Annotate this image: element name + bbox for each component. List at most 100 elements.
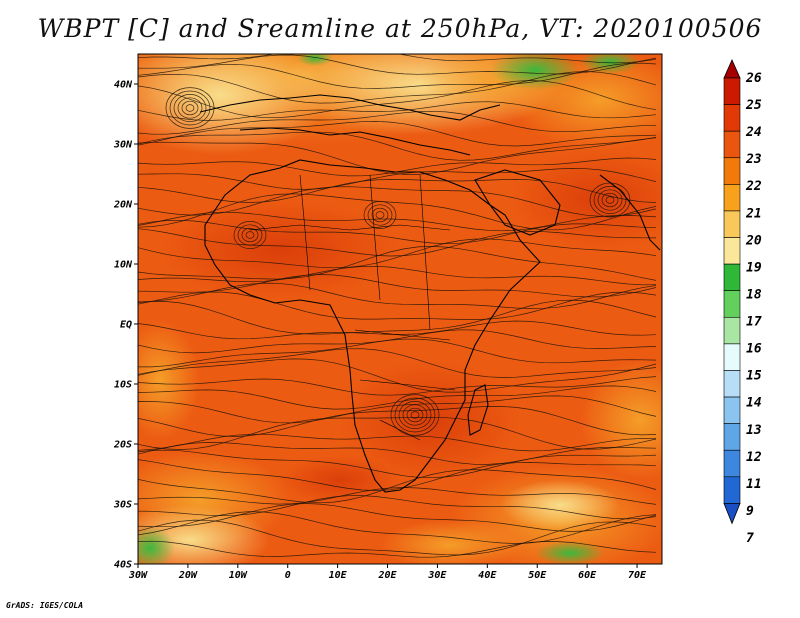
streamline (138, 157, 657, 177)
lat-tick-label: 20S (113, 440, 132, 451)
streamline (138, 131, 657, 161)
streamline (406, 407, 424, 423)
colorbar-label: 13 (746, 423, 762, 438)
colorbar-segment (723, 77, 741, 105)
streamline (138, 179, 657, 203)
streamline (138, 385, 657, 410)
colorbar-segment (723, 210, 741, 238)
streamline (138, 376, 657, 396)
lat-tick-label: 20N (113, 200, 133, 211)
colorbar-label: 16 (746, 342, 762, 357)
colorbar-label: 24 (745, 125, 762, 140)
streamline (245, 231, 255, 239)
streamline (138, 282, 657, 309)
lon-tick-label: 20E (377, 570, 397, 581)
streamline (181, 100, 199, 116)
lat-tick-label: 40S (114, 560, 132, 571)
lat-tick-label: 10S (114, 380, 132, 391)
streamline (402, 404, 428, 426)
streamline (601, 192, 619, 208)
colorbar-label: 7 (746, 531, 754, 546)
streamline (138, 433, 657, 452)
streamline (138, 228, 657, 257)
streamline (138, 395, 657, 424)
streamline (138, 54, 657, 64)
colorbar-label: 12 (746, 450, 762, 465)
colorbar-label: 23 (745, 152, 762, 167)
continent-outlines (199, 94, 661, 493)
colorbar-top-arrow (723, 59, 741, 79)
streamline (138, 246, 657, 281)
chart-title: WBPT [C] and Sreamline at 250hPa, VT: 20… (37, 14, 763, 43)
streamline (138, 265, 657, 286)
colorbar-segment (723, 396, 741, 424)
streamline (371, 207, 389, 223)
colorbar-label: 15 (746, 369, 762, 384)
lon-tick-label: 60E (578, 570, 597, 581)
streamline (138, 406, 657, 437)
colorbar-segment (723, 316, 741, 345)
longitude-axis: 30W 20W 10W 0 10E 20E 30E 40E 50E 60E 70E (128, 564, 647, 581)
lon-tick-label: 30W (128, 570, 148, 581)
colorbar-label: 11 (746, 477, 762, 492)
lat-tick-label: 10N (114, 260, 133, 271)
streamline (605, 196, 615, 204)
colorbar-label: 9 (746, 504, 754, 519)
colorbar-label: 20 (745, 233, 762, 248)
streamline (367, 204, 393, 226)
streamline (138, 358, 657, 393)
colorbar-label: 22 (745, 179, 762, 194)
grads-credit: GrADS: IGES/COLA (6, 601, 84, 610)
streamline (138, 110, 657, 135)
streamline (138, 54, 657, 75)
streamline (138, 487, 657, 505)
colorbar-segment (723, 104, 741, 132)
streamline (138, 193, 657, 231)
streamline (138, 299, 657, 335)
lat-tick-label: 30N (113, 140, 133, 151)
colorbar-bottom-arrow (723, 503, 741, 525)
lon-tick-label: 30E (427, 570, 447, 581)
streamline (597, 189, 623, 211)
colorbar-label: 21 (745, 206, 762, 221)
streamline (185, 104, 195, 112)
streamline (138, 62, 657, 89)
colorbar-label: 14 (746, 396, 762, 411)
streamline (390, 394, 440, 436)
streamlines (138, 54, 657, 558)
streamline (138, 101, 657, 121)
streamline (237, 224, 263, 246)
streamline (173, 94, 207, 122)
latitude-axis: 40N 30N 20N 10N EQ 10S 20S 30S 40S (113, 80, 138, 571)
lon-tick-label: 10E (329, 570, 348, 581)
colorbar-segment (723, 370, 741, 398)
streamline (410, 411, 420, 419)
lon-tick-label: 70E (628, 570, 647, 581)
colorbar-segment (723, 184, 741, 212)
colorbar-label: 25 (745, 98, 762, 113)
colorbar-segment (723, 343, 741, 371)
streamline (375, 211, 385, 219)
streamline (138, 348, 657, 378)
colorbar-segment (723, 130, 741, 159)
streamline (138, 459, 657, 491)
colorbar-segment (723, 237, 741, 265)
lat-tick-label: EQ (120, 320, 132, 331)
colorbar-label: 19 (746, 260, 762, 275)
streamline (394, 397, 436, 433)
colorbar-label: 26 (745, 71, 762, 86)
streamline (165, 87, 215, 129)
colorbar-segment (723, 423, 741, 451)
colorbar-label: 17 (746, 315, 762, 330)
lon-tick-label: 10W (229, 570, 248, 581)
lon-tick-label: 50E (528, 570, 547, 581)
streamline (138, 219, 657, 245)
streamline (138, 540, 657, 558)
streamline (138, 442, 657, 465)
lat-tick-label: 40N (114, 80, 133, 91)
streamline (138, 291, 657, 320)
streamline (589, 182, 631, 218)
streamline (138, 511, 657, 544)
streamline (138, 71, 657, 104)
colorbar-label: 18 (746, 287, 762, 302)
